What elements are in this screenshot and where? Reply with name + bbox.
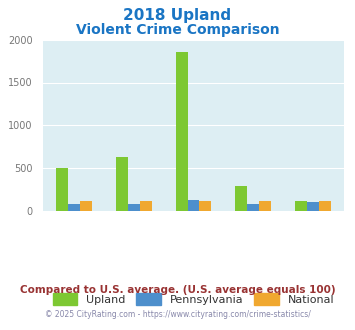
Bar <box>259 201 271 211</box>
Text: Violent Crime Comparison: Violent Crime Comparison <box>76 23 279 37</box>
Text: © 2025 CityRating.com - https://www.cityrating.com/crime-statistics/: © 2025 CityRating.com - https://www.city… <box>45 310 310 318</box>
Bar <box>68 204 80 211</box>
Bar <box>247 204 259 211</box>
Bar <box>307 202 319 211</box>
Bar <box>116 157 128 211</box>
Bar <box>235 186 247 211</box>
Bar <box>128 204 140 211</box>
Bar <box>319 201 331 211</box>
Bar <box>295 201 307 211</box>
Text: Compared to U.S. average. (U.S. average equals 100): Compared to U.S. average. (U.S. average … <box>20 285 335 295</box>
Text: 2018 Upland: 2018 Upland <box>124 8 231 23</box>
Bar <box>176 52 187 211</box>
Bar <box>187 200 200 211</box>
Bar <box>80 201 92 211</box>
Legend: Upland, Pennsylvania, National: Upland, Pennsylvania, National <box>48 289 339 309</box>
Bar <box>56 168 68 211</box>
Bar <box>200 201 211 211</box>
Bar <box>140 201 152 211</box>
